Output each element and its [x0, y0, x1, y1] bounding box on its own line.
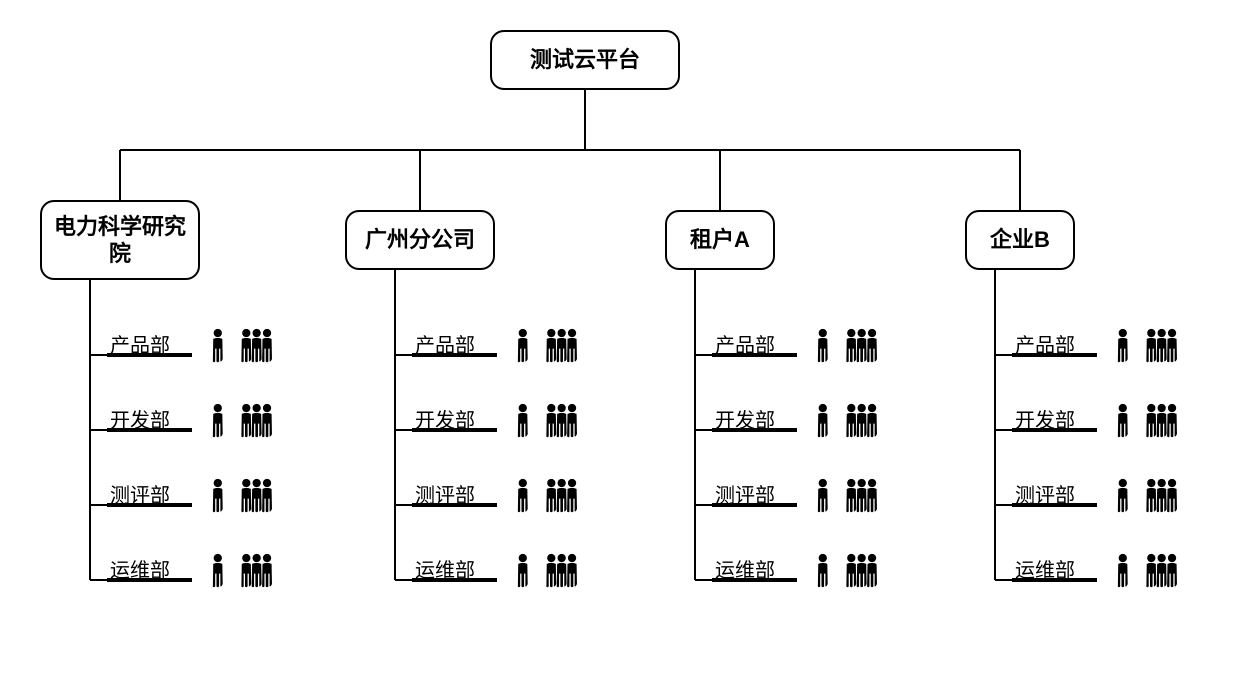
dept-underline	[712, 503, 797, 507]
dept-underline	[107, 578, 192, 582]
people-icon	[210, 550, 280, 597]
people-icon	[210, 325, 280, 372]
dept-underline	[1012, 503, 1097, 507]
root-node: 测试云平台	[490, 30, 680, 90]
people-icon	[515, 400, 585, 447]
org-node: 租户A	[665, 210, 775, 270]
dept-underline	[712, 578, 797, 582]
people-icon	[815, 475, 885, 522]
dept-underline	[712, 353, 797, 357]
people-icon	[815, 550, 885, 597]
dept-underline	[107, 428, 192, 432]
people-icon	[1115, 400, 1185, 447]
dept-underline	[712, 428, 797, 432]
dept-underline	[412, 353, 497, 357]
people-icon	[1115, 325, 1185, 372]
org-node: 电力科学研究院	[40, 200, 200, 280]
dept-underline	[412, 578, 497, 582]
org-tree-diagram: 测试云平台 电力科学研究院产品部开发部测评部运维部广州分公司产品部开发部测评部运…	[0, 0, 1240, 680]
dept-underline	[412, 428, 497, 432]
dept-underline	[107, 503, 192, 507]
people-icon	[515, 550, 585, 597]
people-icon	[210, 475, 280, 522]
dept-underline	[107, 353, 192, 357]
org-node: 企业B	[965, 210, 1075, 270]
people-icon	[210, 400, 280, 447]
people-icon	[515, 325, 585, 372]
dept-underline	[1012, 578, 1097, 582]
dept-underline	[1012, 353, 1097, 357]
people-icon	[1115, 475, 1185, 522]
org-node: 广州分公司	[345, 210, 495, 270]
people-icon	[815, 325, 885, 372]
dept-underline	[1012, 428, 1097, 432]
people-icon	[1115, 550, 1185, 597]
dept-underline	[412, 503, 497, 507]
people-icon	[515, 475, 585, 522]
people-icon	[815, 400, 885, 447]
